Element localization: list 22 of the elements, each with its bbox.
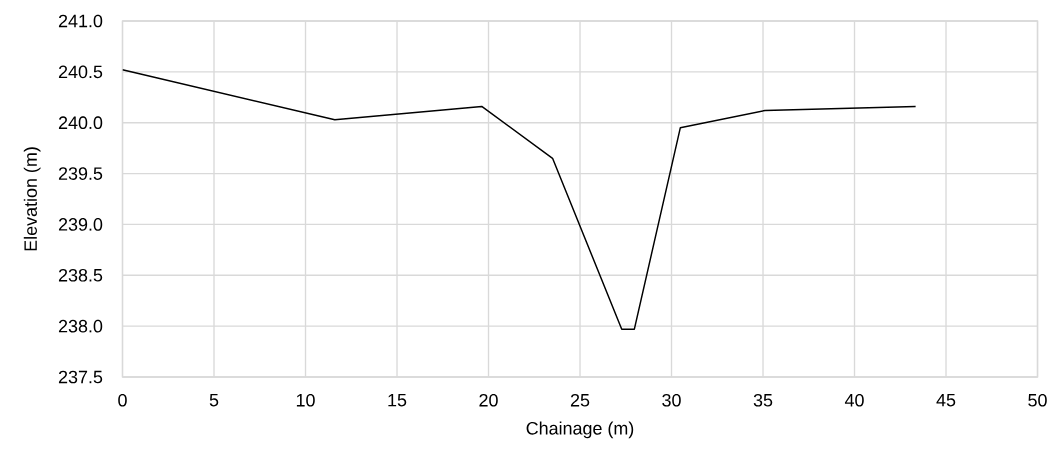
x-tick-label: 45 xyxy=(936,393,956,407)
y-axis-title: Elevation (m) xyxy=(23,147,41,251)
x-tick-label: 30 xyxy=(662,393,681,407)
x-tick-label: 35 xyxy=(753,393,773,407)
y-tick-label: 238.0 xyxy=(58,319,103,333)
y-tick-label: 239.5 xyxy=(58,167,103,180)
x-tick-label: 50 xyxy=(1028,393,1047,407)
x-tick-label: 0 xyxy=(118,393,127,407)
y-tick-label: 240.5 xyxy=(58,65,103,79)
y-tick-label: 241.0 xyxy=(58,14,103,28)
x-axis-title: Chainage (m) xyxy=(526,421,634,439)
x-tick-label: 5 xyxy=(209,393,219,407)
y-tick-label: 240.0 xyxy=(58,116,103,130)
y-tick-label: 239.0 xyxy=(58,218,103,231)
y-tick-label: 238.5 xyxy=(58,268,103,282)
x-tick-label: 40 xyxy=(844,393,864,407)
x-tick-label: 10 xyxy=(296,393,315,407)
x-tick-label: 15 xyxy=(388,393,407,407)
y-tick-label: 237.5 xyxy=(58,370,103,384)
x-tick-label: 20 xyxy=(479,393,498,407)
line-series xyxy=(122,69,917,330)
x-tick-label: 25 xyxy=(570,393,590,407)
